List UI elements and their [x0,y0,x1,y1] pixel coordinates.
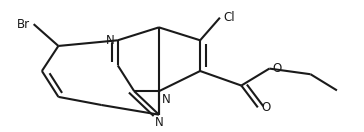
Text: Br: Br [17,18,30,31]
Text: N: N [155,116,163,129]
Text: O: O [273,62,282,75]
Text: N: N [106,34,114,47]
Text: O: O [261,101,270,114]
Text: Cl: Cl [223,11,235,24]
Text: N: N [162,93,171,106]
